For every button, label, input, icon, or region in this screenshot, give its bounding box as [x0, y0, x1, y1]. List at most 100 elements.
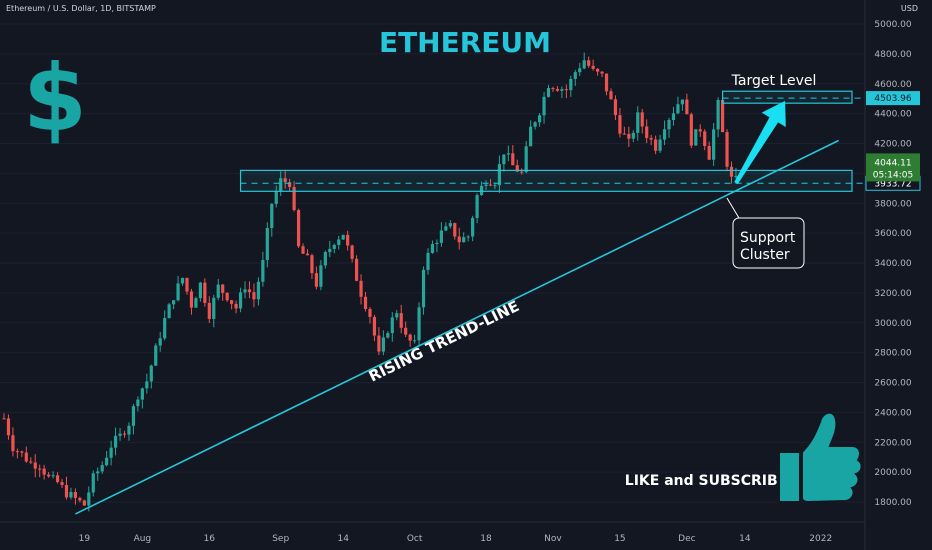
candle-body [198, 282, 202, 299]
candle-body [453, 223, 457, 237]
candle-body [274, 191, 278, 204]
y-tick-label: 5000.00 [874, 20, 911, 30]
candle [502, 154, 506, 172]
candle-body [560, 89, 564, 91]
candle [444, 222, 448, 232]
candle [122, 430, 127, 438]
candle-body [372, 316, 377, 336]
candle [488, 179, 493, 187]
candle [497, 155, 502, 193]
candle-body [140, 388, 144, 400]
candle-body [194, 298, 198, 308]
candle [221, 283, 225, 301]
y-tick-label: 3200.00 [874, 289, 911, 299]
candle [265, 222, 269, 268]
candle-body [149, 365, 153, 382]
candle-body [225, 292, 229, 301]
candle-body [703, 131, 707, 146]
candle [560, 86, 564, 99]
candle-body [609, 91, 613, 100]
candle-body [60, 482, 64, 485]
candle-body [475, 195, 479, 218]
candle-body [78, 497, 82, 501]
candle [230, 299, 234, 310]
candle [676, 96, 680, 115]
candle [292, 181, 296, 212]
candle-body [502, 154, 506, 165]
candle-body [649, 137, 653, 140]
candles [2, 52, 738, 512]
candle [158, 331, 162, 352]
candle-body [69, 492, 73, 498]
candle [533, 121, 537, 130]
x-axis[interactable]: 19 Aug 16 Sep 14 Oct 18 Nov 15 Dec 14 2022 [79, 534, 833, 544]
candle [368, 306, 372, 324]
candle-body [627, 133, 631, 139]
candle [484, 180, 488, 190]
candle-body [725, 132, 729, 167]
candle [582, 52, 586, 70]
candle [350, 244, 354, 263]
candle [91, 470, 95, 497]
current-price-value: 4044.11 [874, 158, 911, 168]
candle [671, 106, 676, 126]
candle [216, 278, 220, 301]
y-tick-label: 2000.00 [874, 468, 911, 478]
candle [180, 277, 185, 286]
candle [453, 222, 457, 240]
candle-body [712, 129, 716, 160]
candle [627, 126, 631, 147]
candle-body [296, 210, 301, 247]
candle [426, 248, 430, 275]
candle-body [600, 71, 604, 74]
candle [198, 281, 202, 302]
candle-body [42, 468, 46, 475]
candle [136, 396, 140, 412]
candle-body [328, 248, 332, 253]
x-tick-label: 16 [204, 534, 216, 544]
x-tick-label: 14 [337, 534, 349, 544]
candle-body [131, 406, 136, 426]
support-cluster-callout: Support Cluster [726, 197, 805, 269]
trend-line-label: RISING TREND-LINE [366, 297, 522, 386]
currency-label: USD [901, 4, 918, 13]
candle [399, 304, 403, 334]
candle [707, 141, 711, 160]
candle [680, 99, 684, 111]
candle [520, 168, 524, 175]
candle-body [20, 451, 24, 453]
price-tag [866, 91, 920, 106]
y-tick-label: 3400.00 [874, 259, 911, 269]
candle [323, 250, 327, 269]
candle-body [551, 88, 555, 90]
candle-body [417, 307, 421, 341]
candle-body [234, 303, 238, 309]
candle-body [631, 132, 635, 139]
candle-body [29, 461, 33, 463]
candle-body [167, 304, 171, 319]
candle-body [341, 234, 345, 240]
candle [82, 499, 86, 506]
candle-body [15, 451, 19, 453]
candle [113, 427, 118, 456]
y-tick-label: 2400.00 [874, 408, 911, 418]
candle-body [662, 129, 667, 140]
dollar-icon: $ [23, 45, 87, 152]
candle-body [604, 73, 609, 92]
candle-body [377, 335, 381, 352]
candle-body [689, 114, 693, 146]
y-tick-label: 2600.00 [874, 379, 911, 389]
candle-body [158, 338, 162, 346]
chart-title: ETHEREUM [379, 26, 551, 59]
candle [288, 178, 292, 192]
like-subscribe-text: LIKE and SUBSCRIBE [625, 473, 787, 489]
candle [413, 334, 417, 344]
candle [386, 331, 390, 339]
candle [296, 208, 301, 249]
candle-body [386, 333, 390, 338]
candle [466, 235, 470, 242]
candle [421, 266, 426, 315]
candle [475, 193, 479, 224]
thumbs-up-icon[interactable] [778, 411, 863, 504]
candle [573, 69, 577, 86]
